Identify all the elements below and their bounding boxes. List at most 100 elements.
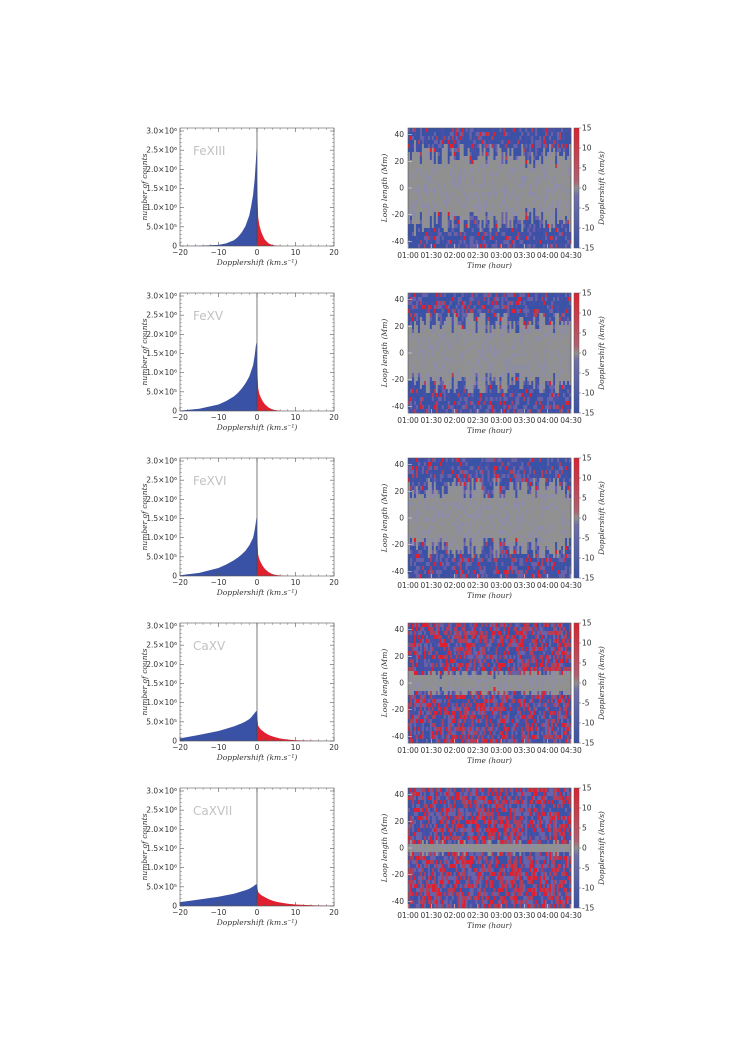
heatmap-cell — [551, 393, 553, 397]
heatmap-cell — [523, 369, 525, 373]
heatmap-cell — [488, 236, 490, 240]
heatmap-cell — [458, 156, 460, 160]
heatmap-cell — [430, 228, 432, 232]
heatmap-cell — [561, 156, 563, 160]
heatmap-cell — [493, 405, 495, 409]
heatmap-cell — [414, 333, 416, 337]
heatmap-cell — [456, 353, 458, 357]
heatmap-cell — [456, 325, 458, 329]
heatmap-cell — [446, 365, 448, 369]
heatmap-cell — [527, 337, 529, 341]
heatmap-cell — [436, 361, 438, 365]
heatmap-cell — [529, 349, 531, 353]
heatmap-cell — [547, 232, 549, 236]
heatmap-cell — [416, 140, 418, 144]
heatmap-cell — [436, 405, 438, 409]
heatmap-cell — [418, 393, 420, 397]
heatmap-cell — [462, 204, 464, 208]
heatmap-cell — [470, 164, 472, 168]
heatmap-cell — [497, 176, 499, 180]
heatmap-cell — [517, 208, 519, 212]
heatmap-cell — [503, 244, 505, 248]
heatmap-cell — [486, 325, 488, 329]
heatmap-cell — [418, 200, 420, 204]
heatmap-cell — [426, 329, 428, 333]
heatmap-cell — [491, 333, 493, 337]
heatmap-cell — [533, 220, 535, 224]
heatmap-cell — [412, 172, 414, 176]
heatmap-cell — [539, 128, 541, 132]
heatmap-cell — [537, 409, 539, 413]
heatmap-cell — [533, 329, 535, 333]
heatmap-cell — [468, 236, 470, 240]
heatmap-cell — [515, 216, 517, 220]
heatmap-cell — [448, 172, 450, 176]
heatmap-cell — [440, 212, 442, 216]
heatmap-cell — [533, 164, 535, 168]
heatmap-cell — [541, 341, 543, 345]
heatmap-cell — [527, 405, 529, 409]
heatmap-cell — [561, 236, 563, 240]
heatmap-cell — [503, 192, 505, 196]
heatmap-cell — [430, 297, 432, 301]
heatmap-cell — [525, 409, 527, 413]
heatmap-cell — [511, 389, 513, 393]
heatmap-cell — [476, 208, 478, 212]
heatmap-cell — [515, 401, 517, 405]
heatmap-cell — [446, 361, 448, 365]
heatmap-cell — [519, 212, 521, 216]
heatmap-cell — [418, 365, 420, 369]
heatmap-cell — [458, 228, 460, 232]
heatmap-cell — [533, 192, 535, 196]
heatmap-cell — [533, 152, 535, 156]
heatmap-cell — [478, 200, 480, 204]
heatmap-cell — [464, 224, 466, 228]
heatmap-cell — [511, 365, 513, 369]
heatmap-cell — [491, 132, 493, 136]
heatmap-cell — [452, 369, 454, 373]
heatmap-cell — [410, 373, 412, 377]
heatmap-cell — [470, 232, 472, 236]
heatmap-cell — [448, 317, 450, 321]
heatmap-cell — [531, 401, 533, 405]
heatmap-cell — [420, 389, 422, 393]
heatmap-cell — [486, 168, 488, 172]
heatmap-cell — [428, 168, 430, 172]
heatmap-cell — [497, 172, 499, 176]
heatmap-cell — [430, 224, 432, 228]
heatmap-cell — [535, 373, 537, 377]
heatmap-cell — [545, 128, 547, 132]
heatmap-cell — [527, 156, 529, 160]
heatmap-cell — [460, 297, 462, 301]
heatmap-cell — [543, 236, 545, 240]
heatmap-cell — [521, 373, 523, 377]
heatmap-cell — [523, 204, 525, 208]
heatmap-cell — [525, 188, 527, 192]
heatmap-cell — [519, 317, 521, 321]
heatmap-cell — [523, 401, 525, 405]
heatmap-cell — [482, 373, 484, 377]
heatmap-cell — [519, 385, 521, 389]
heatmap-cell — [424, 212, 426, 216]
heatmap-cell — [436, 377, 438, 381]
heatmap-cell — [531, 156, 533, 160]
heatmap-cell — [436, 188, 438, 192]
heatmap-cell — [452, 393, 454, 397]
heatmap-cell — [428, 361, 430, 365]
heatmap-cell — [543, 329, 545, 333]
heatmap-cell — [551, 152, 553, 156]
heatmap-cell — [472, 220, 474, 224]
heatmap-cell — [539, 361, 541, 365]
heatmap-cell — [511, 144, 513, 148]
heatmap-cell — [482, 168, 484, 172]
heatmap-cell — [535, 200, 537, 204]
heatmap-cell — [456, 236, 458, 240]
heatmap-cell — [509, 329, 511, 333]
heatmap-cell — [491, 309, 493, 313]
heatmap-cell — [408, 160, 410, 164]
heatmap-cell — [442, 377, 444, 381]
heatmap-cell — [478, 236, 480, 240]
heatmap-cell — [432, 196, 434, 200]
heatmap-cell — [468, 385, 470, 389]
heatmap-cell — [567, 220, 569, 224]
